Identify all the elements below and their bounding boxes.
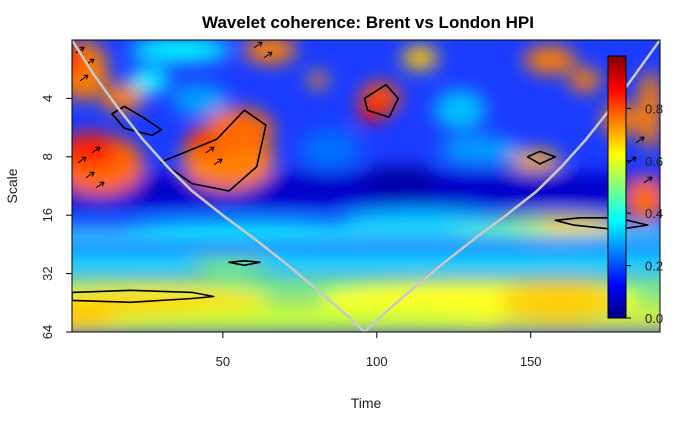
phase-arrow	[627, 156, 637, 164]
phase-arrow	[253, 41, 263, 49]
colorbar-legend: 0.0 0.2 0.4 0.6 0.8	[607, 55, 663, 326]
x-axis-label: Time	[351, 395, 382, 411]
colorbar-tick-label: 0.2	[645, 259, 663, 274]
phase-arrow	[205, 146, 215, 154]
x-tick-label: 150	[520, 354, 542, 369]
colorbar-tick-label: 0.8	[645, 101, 663, 116]
y-tick-label: 16	[40, 208, 55, 222]
significance-contour	[111, 105, 163, 137]
phase-arrow	[263, 51, 273, 59]
colorbar-gradient	[607, 55, 627, 319]
y-tick-label: 64	[40, 325, 55, 339]
colorbar-tick-label: 0.6	[645, 154, 663, 169]
significance-contour	[160, 109, 267, 192]
phase-arrow	[85, 171, 95, 179]
phase-arrow	[79, 74, 89, 82]
x-tick-label: 50	[216, 354, 230, 369]
phase-arrow	[77, 156, 87, 164]
phase-arrow	[95, 181, 105, 189]
phase-arrow	[635, 136, 645, 144]
y-tick-label: 8	[40, 153, 55, 160]
chart-title: Wavelet coherence: Brent vs London HPI	[202, 13, 534, 32]
y-axis-label: Scale	[4, 168, 20, 203]
phase-arrow	[75, 46, 85, 54]
significance-contour	[228, 260, 261, 267]
coherence-heatmap	[72, 40, 660, 332]
significance-contour	[72, 289, 215, 304]
phase-arrow	[643, 176, 653, 184]
colorbar-tick-label: 0.0	[645, 311, 663, 326]
y-tick-label: 32	[40, 266, 55, 280]
significance-contour	[526, 150, 557, 165]
phase-arrow	[91, 146, 101, 154]
y-axis: 4 8 16 32 64	[40, 95, 72, 339]
phase-arrow	[213, 158, 223, 166]
cone-of-influence	[72, 40, 660, 332]
significance-contour	[363, 83, 400, 118]
x-axis: 50 100 150	[216, 332, 542, 369]
phase-arrows	[75, 41, 653, 189]
x-tick-label: 100	[366, 354, 388, 369]
plot-frame	[71, 39, 661, 333]
significance-contour	[554, 217, 649, 231]
significance-contours	[72, 83, 649, 304]
colorbar-tick-label: 0.4	[645, 206, 663, 221]
y-tick-label: 4	[40, 95, 55, 102]
